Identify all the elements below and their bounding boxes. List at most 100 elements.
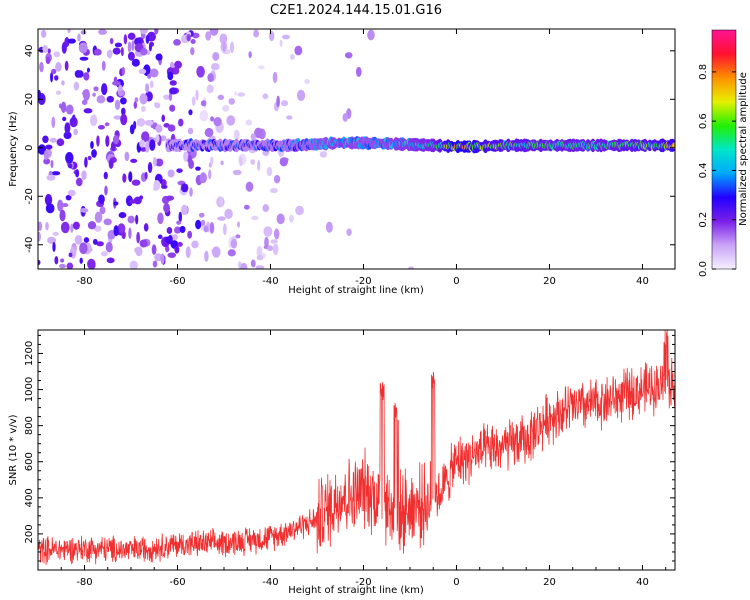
spectrogram-cell <box>266 166 273 177</box>
spectrogram-x-tick-label: 20 <box>543 276 556 287</box>
spectrogram-cell <box>112 47 121 55</box>
spectrogram-cell <box>200 100 207 107</box>
spectrogram-cell <box>296 89 306 101</box>
spectrogram-cell <box>212 51 220 61</box>
spectrogram-cell <box>232 169 242 176</box>
spectrogram-cell <box>139 139 146 148</box>
spectrogram-cell <box>87 155 92 161</box>
spectrogram-cell <box>180 183 189 193</box>
snr-x-tick-label: 20 <box>543 577 556 588</box>
spectrogram-cell <box>155 124 163 133</box>
spectrogram-cell <box>171 234 179 241</box>
spectrogram-cell <box>118 212 127 219</box>
spectrogram-cell <box>250 133 256 141</box>
spectrogram-cell <box>222 41 226 53</box>
snr-y-tick-label: 800 <box>24 416 35 435</box>
spectrogram-cell <box>128 171 133 183</box>
spectrogram-cell <box>199 172 207 184</box>
spectrogram-cell <box>295 205 304 216</box>
spectrogram-cell <box>38 260 41 266</box>
snr-plot-area <box>38 330 675 570</box>
spectrogram-cell <box>169 87 178 95</box>
spectrogram-cell <box>209 29 219 36</box>
spectrogram-cell <box>44 194 53 206</box>
spectrogram-cell <box>408 266 415 269</box>
spectrogram-cell <box>174 226 182 234</box>
spectrogram-cell <box>185 246 191 259</box>
spectrogram-cell <box>49 137 57 143</box>
spectrogram-cell <box>119 97 127 105</box>
spectrogram-cell <box>148 43 152 52</box>
spectrogram-cell <box>120 107 126 116</box>
spectrogram-cell <box>127 32 136 40</box>
spectrogram-cell <box>145 83 150 93</box>
spectrogram-cell <box>204 250 209 262</box>
spectrogram-cell <box>190 47 195 56</box>
spectrogram-cell <box>117 223 126 234</box>
spectrogram-cell <box>262 204 270 213</box>
spectrogram-cell <box>224 208 233 220</box>
spectrogram-cell <box>157 234 163 240</box>
spectrogram-cell <box>66 262 74 269</box>
spectrogram-cell <box>141 105 146 113</box>
spectrogram-cell <box>200 219 206 226</box>
spectrogram-cell <box>67 189 76 197</box>
spectrogram-cell <box>282 34 290 40</box>
spectrogram-cell <box>228 97 235 105</box>
spectrogram-cell <box>96 135 100 147</box>
spectrogram-cell <box>209 222 215 234</box>
spectrogram-cell <box>67 163 73 169</box>
spectrogram-cell <box>169 80 177 86</box>
snr-line <box>38 330 675 566</box>
spectrogram-cell <box>107 229 116 240</box>
spectrogram-cell <box>167 169 175 178</box>
spectrogram-cell <box>93 86 99 92</box>
spectrogram-cell <box>154 29 159 35</box>
spectrogram-cell <box>255 265 265 269</box>
spectrogram-cell <box>105 135 110 148</box>
spectrogram-cell <box>104 122 110 127</box>
spectrogram-cell <box>77 33 81 42</box>
spectrogram-cell <box>222 105 230 112</box>
spectrogram-cell <box>163 94 171 100</box>
spectrogram-cell <box>187 230 193 239</box>
colorbar-tick-label: 0.2 <box>698 212 709 228</box>
spectrogram-cell <box>151 244 157 255</box>
spectrogram-cell <box>251 215 259 221</box>
spectrogram-cell <box>186 33 191 42</box>
spectrogram-x-axis-label: Height of straight line (km) <box>288 285 424 296</box>
spectrogram-cell <box>254 127 263 139</box>
spectrogram-cell <box>98 29 107 35</box>
spectrogram-cell <box>131 58 140 67</box>
spectrogram-cell <box>152 260 158 268</box>
spectrogram-cell <box>81 99 88 106</box>
spectrogram-cell <box>168 92 173 102</box>
spectrogram-cell <box>92 238 98 245</box>
spectrogram-cell <box>67 38 76 44</box>
spectrogram-cell <box>105 241 113 253</box>
spectrogram-frame <box>37 28 676 270</box>
spectrogram-cell <box>256 245 263 257</box>
spectrogram-cell <box>113 201 119 206</box>
spectrogram-cell <box>135 246 143 257</box>
spectrogram-cell <box>60 221 70 234</box>
spectrogram-cell <box>86 67 90 73</box>
spectrogram-cell <box>122 173 127 183</box>
spectrogram-cell <box>65 104 74 115</box>
spectrogram-cell <box>190 39 196 44</box>
spectrogram-cell <box>131 179 141 186</box>
spectrogram-cell <box>124 151 130 162</box>
snr-x-tick-label: 0 <box>453 577 459 588</box>
colorbar-tick-label: 0.8 <box>698 64 709 80</box>
spectrogram-cell <box>269 187 278 194</box>
spectrogram-x-tick-label: -20 <box>355 276 371 287</box>
spectrogram-cell <box>165 245 170 253</box>
spectrogram-cell <box>51 171 61 176</box>
spectrogram-cell <box>38 231 41 242</box>
spectrogram-cell <box>84 156 88 168</box>
spectrogram-cell <box>155 134 160 143</box>
spectrogram-cell <box>195 89 199 101</box>
spectrogram-cell <box>45 203 55 214</box>
spectrogram-cell <box>191 32 200 39</box>
spectrogram-cell <box>294 45 303 56</box>
